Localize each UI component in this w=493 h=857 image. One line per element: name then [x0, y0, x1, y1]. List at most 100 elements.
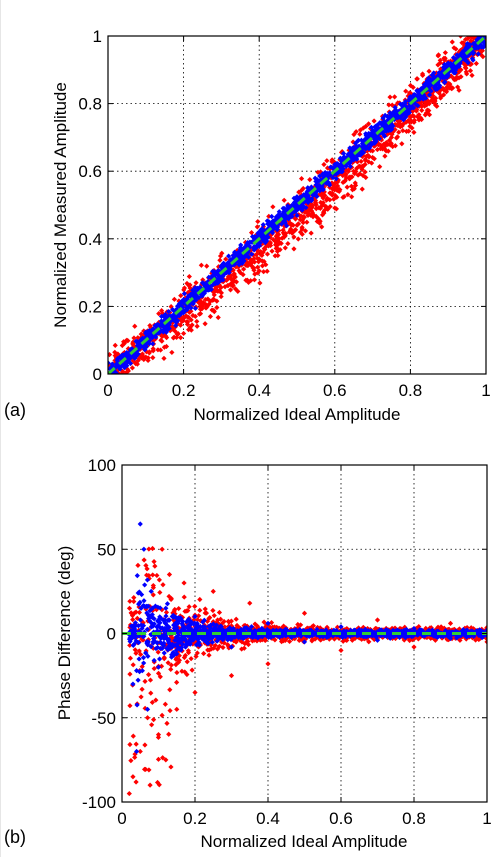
blue-point [230, 256, 236, 262]
red-point [403, 88, 409, 94]
red-point [162, 701, 168, 707]
blue-point [143, 330, 149, 337]
red-point [156, 311, 162, 317]
red-point [416, 112, 422, 118]
red-point [462, 42, 468, 49]
blue-point [384, 122, 390, 128]
red-point [155, 347, 161, 353]
red-point [468, 38, 474, 44]
blue-point [146, 333, 152, 339]
red-point [190, 312, 196, 319]
red-point [343, 626, 350, 632]
red-point [188, 327, 194, 333]
blue-point [453, 65, 460, 71]
blue-point [474, 44, 480, 50]
red-point [146, 767, 152, 773]
red-point [243, 262, 249, 268]
red-point [392, 127, 398, 133]
red-point [168, 666, 174, 672]
red-point [216, 609, 223, 616]
red-point [312, 636, 318, 642]
red-point [472, 637, 479, 643]
red-point [231, 272, 237, 278]
red-point [354, 165, 360, 171]
red-point [130, 733, 136, 739]
red-point [324, 165, 331, 171]
red-point [125, 346, 131, 352]
red-point [300, 214, 306, 220]
blue-point [135, 623, 142, 629]
red-point [374, 146, 381, 153]
blue-point [108, 360, 111, 366]
blue-point [326, 180, 332, 186]
blue-point [453, 67, 459, 73]
red-point [248, 230, 255, 236]
red-point [192, 313, 198, 320]
blue-point [308, 184, 314, 190]
blue-point [237, 255, 243, 261]
red-point [254, 247, 260, 253]
red-point [370, 148, 376, 154]
red-point [218, 293, 224, 300]
scatter-marks-a [108, 36, 486, 374]
red-point [344, 184, 350, 190]
red-point [386, 102, 392, 108]
red-point [184, 659, 190, 665]
red-point [197, 607, 203, 613]
blue-point [414, 88, 420, 94]
blue-point [424, 78, 430, 84]
red-point [324, 195, 330, 201]
red-point [366, 639, 372, 645]
blue-point [429, 627, 436, 633]
blue-point [217, 278, 223, 284]
red-point [386, 137, 392, 144]
blue-point [146, 341, 153, 347]
red-point [178, 334, 184, 341]
blue-point [332, 161, 338, 168]
red-point [431, 100, 437, 106]
blue-point [170, 649, 176, 656]
blue-point [237, 246, 243, 252]
red-point [309, 624, 315, 630]
red-point [151, 559, 157, 565]
red-point [402, 624, 408, 630]
red-point [119, 342, 125, 349]
blue-point [164, 326, 170, 332]
red-point [132, 754, 138, 760]
blue-point [170, 307, 176, 313]
red-point [227, 287, 234, 293]
red-point [273, 245, 279, 252]
blue-point [271, 223, 277, 229]
red-point [408, 119, 414, 125]
red-point [214, 287, 220, 294]
red-point [388, 140, 394, 146]
red-point [127, 655, 134, 661]
blue-point [188, 305, 194, 311]
red-point [294, 222, 300, 228]
red-point [393, 635, 399, 641]
red-point [322, 192, 328, 198]
red-point [157, 589, 163, 596]
blue-point [311, 192, 317, 198]
red-point [153, 697, 159, 703]
red-point [357, 127, 364, 133]
red-point [416, 117, 422, 123]
red-point [199, 303, 206, 309]
red-point [127, 671, 133, 677]
x-tick-label: 0 [103, 381, 112, 400]
red-point [277, 247, 283, 253]
red-point [324, 158, 330, 164]
blue-point [140, 336, 146, 342]
blue-point [374, 134, 380, 140]
red-point [195, 644, 202, 650]
red-point [334, 624, 341, 630]
red-point [407, 114, 413, 120]
red-point [155, 649, 161, 655]
red-point [168, 764, 174, 770]
red-point [135, 335, 141, 341]
red-point [194, 650, 200, 656]
red-point [204, 304, 210, 310]
red-point [388, 134, 395, 140]
red-point [311, 195, 317, 201]
red-point [218, 290, 224, 296]
